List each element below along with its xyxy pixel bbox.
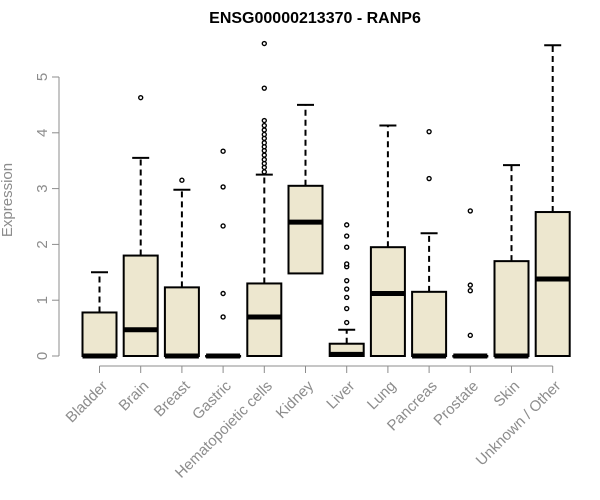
outlier-point xyxy=(467,208,473,214)
outlier-point xyxy=(137,94,144,101)
outlier-point xyxy=(344,319,350,326)
y-tick-label: 3 xyxy=(34,184,51,192)
outlier-point xyxy=(344,222,350,228)
y-tick-label: 5 xyxy=(34,73,51,81)
box-group xyxy=(411,128,448,359)
outlier-point xyxy=(261,122,267,129)
x-tick-label: Bladder xyxy=(63,378,112,427)
y-tick-label: 1 xyxy=(34,296,51,304)
outlier-point xyxy=(220,290,226,297)
box-group xyxy=(369,124,406,357)
outlier-point xyxy=(220,223,226,229)
box-rect xyxy=(493,260,530,358)
outlier-point xyxy=(467,288,473,294)
x-tick-label: Liver xyxy=(323,378,358,413)
outlier-point xyxy=(344,277,350,284)
outlier-point xyxy=(261,152,267,158)
outlier-point xyxy=(344,286,350,292)
box-group xyxy=(205,148,242,359)
y-tick-label: 2 xyxy=(34,240,51,248)
outlier-point xyxy=(467,282,473,288)
box-rect xyxy=(81,311,118,358)
outlier-point xyxy=(261,40,267,47)
outlier-point xyxy=(261,127,267,133)
outlier-point xyxy=(220,184,226,190)
outlier-point xyxy=(220,314,226,320)
box-rect xyxy=(246,282,283,357)
outlier-point xyxy=(426,175,432,182)
x-tick-label: Kidney xyxy=(273,377,318,422)
outlier-point xyxy=(467,332,473,339)
box-group xyxy=(287,103,324,275)
outlier-point xyxy=(344,233,350,239)
x-tick-label: Skin xyxy=(490,378,523,411)
outlier-point xyxy=(426,128,432,135)
box-group xyxy=(122,94,159,357)
x-tick-label: Breast xyxy=(151,377,194,420)
box-group xyxy=(452,208,489,359)
chart-title: ENSG00000213370 - RANP6 xyxy=(209,10,421,27)
outlier-point xyxy=(261,85,267,91)
box-rect xyxy=(287,184,324,275)
box-group xyxy=(328,222,365,357)
box-rect xyxy=(369,246,406,357)
outlier-point xyxy=(344,244,350,250)
y-axis: 0 1 2 3 4 5 xyxy=(34,73,60,360)
outlier-point xyxy=(261,131,267,138)
outlier-point xyxy=(344,261,350,267)
box-rect xyxy=(122,254,159,357)
outlier-point xyxy=(261,169,267,175)
outlier-point xyxy=(344,305,350,312)
box-group xyxy=(534,44,571,357)
x-tick-label: Prostate xyxy=(430,378,482,430)
boxes-layer xyxy=(81,40,571,359)
box-rect xyxy=(411,290,448,357)
x-tick-label: Brain xyxy=(116,378,153,415)
box-group xyxy=(493,164,530,359)
box-rect xyxy=(534,211,571,357)
outlier-point xyxy=(261,117,267,124)
box-group xyxy=(81,271,118,359)
box-group xyxy=(163,177,200,359)
box-rect xyxy=(163,286,200,357)
y-tick-label: 0 xyxy=(34,352,51,360)
outlier-point xyxy=(179,177,185,183)
x-tick-label: Lung xyxy=(364,378,400,414)
y-tick-label: 4 xyxy=(34,129,51,137)
box-group xyxy=(246,40,283,357)
outlier-point xyxy=(261,156,267,163)
outlier-point xyxy=(261,140,267,146)
outlier-point xyxy=(220,148,226,154)
outlier-point xyxy=(344,294,350,301)
y-axis-label: Expression xyxy=(0,163,16,237)
